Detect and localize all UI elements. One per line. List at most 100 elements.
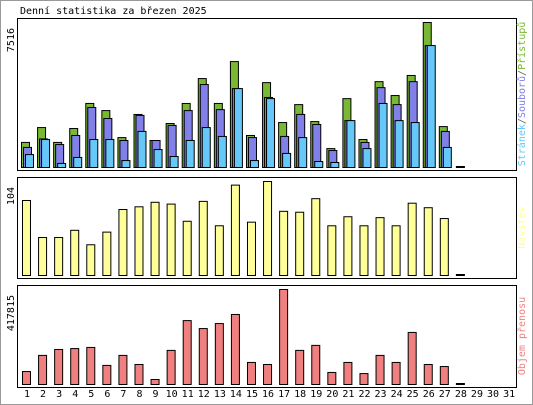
bar (118, 209, 128, 276)
bar (166, 203, 176, 277)
bar (198, 200, 208, 276)
bar (423, 363, 433, 386)
bar (121, 160, 131, 168)
x-tick-label: 6 (104, 389, 110, 400)
x-tick-label: 15 (246, 389, 258, 400)
bar (311, 344, 321, 386)
bar (134, 363, 144, 386)
bar (25, 154, 34, 168)
legend-entry: Přístupů (516, 22, 528, 70)
bar (102, 364, 112, 385)
bar (230, 184, 240, 276)
bar (54, 237, 64, 277)
bar (214, 225, 224, 277)
bar (282, 152, 292, 169)
x-tick-label: 19 (310, 389, 322, 400)
bar (201, 127, 211, 168)
bar (263, 181, 273, 276)
bar (327, 371, 337, 386)
legend: Stránek/Souborů/Přístupů (516, 22, 528, 167)
bar (54, 348, 64, 385)
bar (407, 202, 417, 276)
bar (426, 45, 436, 169)
bar (246, 221, 256, 277)
x-tick-label: 22 (358, 389, 370, 400)
bar (378, 102, 388, 168)
x-tick-label: 13 (214, 389, 226, 400)
x-tick-label: 5 (88, 389, 94, 400)
x-tick-label: 26 (423, 389, 435, 400)
bar (295, 211, 305, 277)
y-tick-label: 7516 (6, 28, 17, 52)
x-tick-label: 31 (503, 389, 515, 400)
chart-title: Denní statistika za březen 2025 (20, 5, 207, 17)
x-tick-label: 25 (407, 389, 419, 400)
x-tick-label: 16 (262, 389, 274, 400)
legend-entry: Objem přenosu (516, 297, 528, 375)
x-tick-label: 18 (294, 389, 306, 400)
bar (263, 363, 273, 386)
x-tick-label: 29 (471, 389, 483, 400)
x-tick-label: 4 (72, 389, 78, 400)
bar (185, 139, 195, 168)
bar (246, 361, 256, 386)
bar (391, 361, 401, 386)
bar (439, 218, 449, 276)
legend: Objem přenosu (516, 297, 528, 375)
x-tick-label: 21 (342, 389, 354, 400)
x-tick-label: 27 (439, 389, 451, 400)
bar (38, 354, 48, 385)
bar (22, 199, 31, 277)
bar (86, 244, 96, 276)
bar (394, 120, 404, 168)
bar (70, 348, 80, 386)
x-tick-label: 12 (198, 389, 210, 400)
x-tick-label: 14 (230, 389, 242, 400)
bar (89, 139, 99, 168)
x-tick-label: 24 (391, 389, 403, 400)
bar (150, 201, 160, 277)
bar (73, 156, 83, 168)
bar (359, 373, 369, 386)
bar (70, 229, 80, 276)
y-tick-label: 104 (6, 187, 17, 205)
legend-separator: / (517, 118, 528, 124)
bar (182, 220, 192, 276)
bar (118, 354, 128, 385)
bar (230, 313, 240, 385)
bar (182, 320, 192, 386)
bar (410, 122, 420, 168)
bar (343, 361, 353, 386)
bar (41, 139, 51, 168)
bar (38, 237, 48, 277)
x-tick-label: 7 (120, 389, 126, 400)
bar (217, 135, 227, 168)
bar (346, 120, 356, 168)
legend-entry: Návštěv (516, 206, 528, 248)
x-tick-label: 28 (455, 389, 467, 400)
legend: Návštěv (516, 206, 528, 248)
bar (407, 331, 417, 385)
legend-separator: / (517, 70, 528, 76)
bar (439, 366, 449, 386)
x-tick-label: 23 (375, 389, 387, 400)
bar (391, 225, 401, 277)
bar (105, 139, 115, 168)
x-tick-label: 17 (278, 389, 290, 400)
bar (327, 225, 337, 277)
x-tick-label: 3 (56, 389, 62, 400)
bar (266, 98, 276, 168)
bar (102, 231, 112, 277)
bar (314, 161, 324, 168)
bar (233, 88, 243, 168)
bar (423, 207, 433, 276)
bar (311, 198, 321, 276)
bar (279, 289, 289, 385)
bar (214, 323, 224, 385)
y-tick-label: 417815 (6, 295, 17, 331)
bar (57, 162, 67, 168)
bar (137, 130, 147, 168)
x-tick-label: 10 (166, 389, 178, 400)
x-tick-label: 30 (487, 389, 499, 400)
bar (169, 156, 179, 169)
